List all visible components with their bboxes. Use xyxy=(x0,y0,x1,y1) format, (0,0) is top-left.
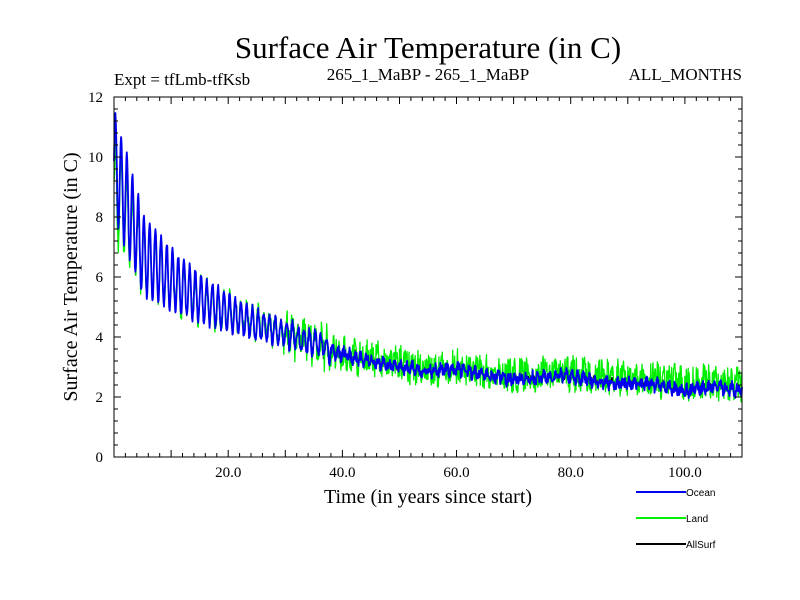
x-axis-label: Time (in years since start) xyxy=(324,486,532,508)
plot-frame xyxy=(113,96,743,458)
legend-label-allsurf: AllSurf xyxy=(686,540,716,551)
y-tick-label: 10 xyxy=(88,150,103,166)
y-tick-label: 6 xyxy=(96,270,104,286)
chart-subtitle-center: 265_1_MaBP - 265_1_MaBP xyxy=(327,65,529,84)
y-tick-label: 2 xyxy=(96,390,104,406)
x-tick-label: 100.0 xyxy=(668,465,702,481)
legend-label-land: Land xyxy=(686,514,708,525)
y-tick-labels: 0 2 4 6 8 10 12 xyxy=(88,90,104,466)
legend: Ocean Land AllSurf xyxy=(636,488,716,551)
y-tick-label: 0 xyxy=(96,450,104,466)
x-tick-label: 40.0 xyxy=(329,465,355,481)
series-line-ocean xyxy=(113,112,743,400)
y-tick-label: 8 xyxy=(96,210,104,226)
series-line-allsurf xyxy=(113,123,743,396)
legend-label-ocean: Ocean xyxy=(686,488,715,499)
plot-series xyxy=(113,112,743,403)
series-line-land xyxy=(113,134,743,403)
tick-marks xyxy=(114,97,742,457)
x-tick-labels: 20.0 40.0 60.0 80.0 100.0 xyxy=(215,465,702,481)
x-tick-label: 20.0 xyxy=(215,465,241,481)
chart-subtitle-left: Expt = tfLmb-tfKsb xyxy=(114,70,250,89)
axis-ticks xyxy=(114,97,742,457)
x-tick-label: 60.0 xyxy=(443,465,469,481)
y-axis-label: Surface Air Temperature (in C) xyxy=(60,152,82,401)
y-tick-label: 4 xyxy=(96,330,104,346)
chart-subtitle-right: ALL_MONTHS xyxy=(629,65,742,84)
chart-title: Surface Air Temperature (in C) xyxy=(235,30,621,65)
y-tick-label: 12 xyxy=(88,90,103,106)
x-tick-label: 80.0 xyxy=(558,465,584,481)
